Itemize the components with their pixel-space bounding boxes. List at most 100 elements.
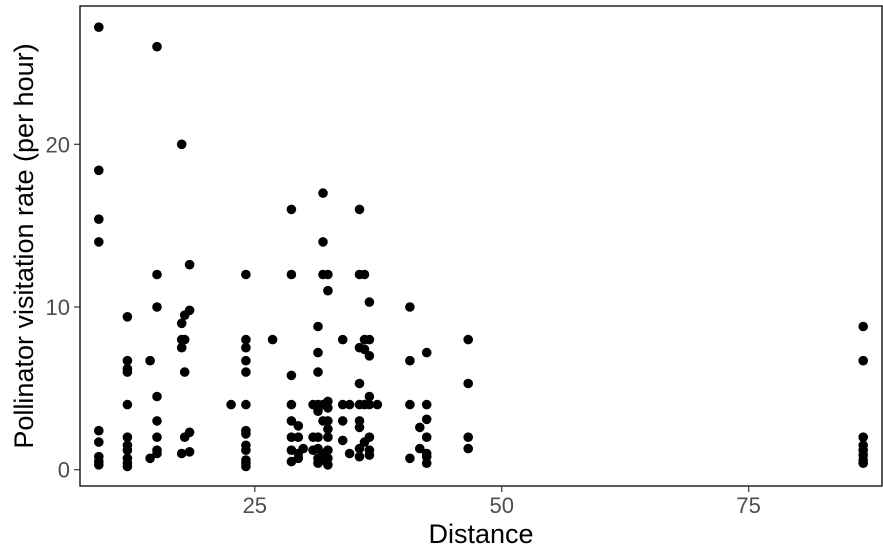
data-point [122,445,133,456]
data-point [405,355,415,366]
data-point [122,312,133,322]
y-tick-label: 20 [46,132,70,157]
data-point [152,41,162,52]
data-point [858,355,868,366]
data-point [463,432,474,443]
data-point [152,391,162,402]
data-point [858,432,868,443]
data-point [323,424,333,434]
data-point [152,302,162,312]
y-tick-label: 0 [58,458,70,483]
data-point [354,451,365,462]
data-point [354,204,365,215]
data-point [241,334,251,345]
data-point [184,427,195,438]
y-axis: 0 10 20 [46,132,80,483]
data-point [405,453,415,464]
data-point [415,443,425,454]
data-point [313,406,323,417]
data-point [241,461,251,472]
data-point [421,399,432,410]
data-point [463,334,474,345]
data-point [313,432,323,443]
data-point [364,399,375,410]
data-point [241,429,251,439]
data-point [176,318,187,329]
data-point [241,399,251,410]
data-point [364,391,375,402]
data-point [415,422,425,433]
data-point [313,347,323,358]
data-point [122,367,133,377]
data-point [286,416,297,426]
data-point [241,355,251,366]
data-point [179,334,190,345]
data-point [405,302,415,312]
data-point [293,453,304,464]
data-point [94,437,104,447]
data-point [421,347,432,358]
data-point [176,342,187,353]
data-point [337,334,348,345]
data-point [858,321,868,332]
data-point [344,448,355,459]
data-point [364,432,375,443]
data-point [359,344,370,355]
data-point [364,334,375,345]
data-point [421,414,432,425]
y-tick-label: 10 [46,295,70,320]
x-tick-label: 25 [243,493,267,518]
data-point [323,460,333,470]
data-point [364,351,375,361]
data-point [94,460,104,470]
data-point [337,399,348,410]
data-point [94,237,104,247]
data-point [364,450,375,460]
data-point [267,334,278,345]
data-point [226,399,236,410]
data-point [286,269,297,280]
x-axis: 25 50 75 [243,486,761,518]
data-point [354,422,365,433]
data-point [293,421,304,431]
data-point [323,403,333,413]
data-point [463,378,474,389]
data-point [354,378,365,389]
data-point [152,416,162,426]
data-point [463,443,474,454]
data-point [318,188,328,198]
data-point [286,204,297,215]
data-point [323,269,333,280]
data-point [94,214,104,224]
data-point [313,367,323,377]
data-point [184,259,195,270]
y-axis-label: Pollinator visitation rate (per hour) [9,43,39,448]
data-point [421,432,432,443]
plot-panel-border [79,5,883,487]
data-point [122,432,133,443]
data-point [176,139,187,150]
data-point [405,399,415,410]
data-point [241,269,251,280]
data-point [152,432,162,443]
data-point [122,399,133,410]
x-tick-label: 50 [489,493,513,518]
data-point [323,285,333,296]
data-point [286,370,297,381]
points-layer [94,22,868,472]
data-point [286,432,297,443]
data-point [94,22,104,32]
data-point [184,305,195,316]
data-point [94,165,104,176]
data-point [241,445,251,456]
data-point [421,458,432,469]
data-point [298,443,309,454]
x-tick-label: 75 [736,493,760,518]
data-point [122,355,133,366]
data-point [94,425,104,436]
x-axis-label: Distance [428,519,533,549]
data-point [179,367,190,377]
data-point [337,435,348,446]
